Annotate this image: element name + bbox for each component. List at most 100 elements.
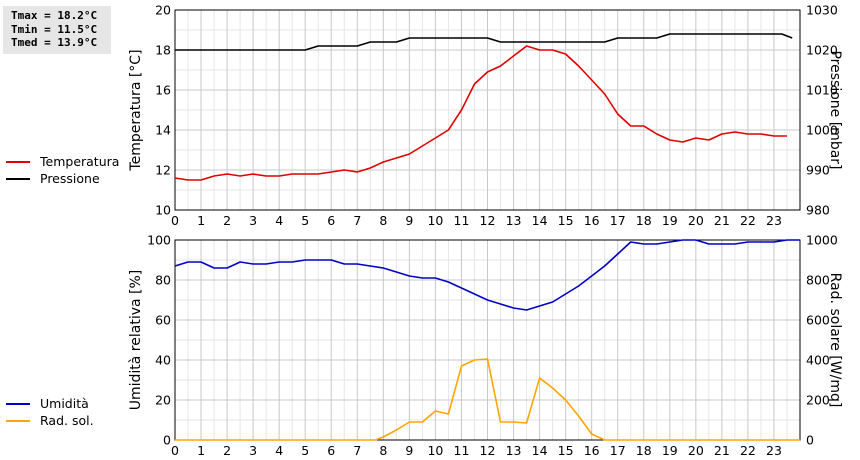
x-tick-label: 9 bbox=[405, 213, 413, 228]
legend-item-pressione: Pressione bbox=[6, 170, 119, 187]
y-right-tick-label: 1000 bbox=[806, 123, 838, 138]
x-tick-label: 3 bbox=[249, 443, 257, 458]
legend-label-umidita: Umidità bbox=[40, 396, 89, 411]
x-tick-label: 13 bbox=[506, 443, 522, 458]
legend-label-pressione: Pressione bbox=[40, 171, 100, 186]
x-tick-label: 1 bbox=[197, 213, 205, 228]
y-left-tick-label: 18 bbox=[155, 43, 171, 58]
y-right-tick-label: 990 bbox=[806, 163, 830, 178]
series-line-temperatura bbox=[174, 45, 787, 181]
legend-item-umidita: Umidità bbox=[6, 395, 94, 412]
x-tick-label: 11 bbox=[454, 213, 470, 228]
stats-box: Tmax = 18.2°C Tmin = 11.5°C Tmed = 13.9°… bbox=[3, 6, 111, 54]
x-tick-label: 8 bbox=[379, 443, 387, 458]
legend-swatch-temperatura bbox=[6, 160, 30, 163]
x-tick-label: 5 bbox=[301, 213, 309, 228]
x-tick-label: 12 bbox=[480, 213, 496, 228]
y-right-tick-label: 1000 bbox=[806, 233, 838, 248]
x-tick-label: 16 bbox=[584, 213, 600, 228]
y-left-axis-label: Temperatura [°C] bbox=[128, 49, 144, 171]
series-line-pressione bbox=[175, 33, 793, 51]
x-tick-label: 23 bbox=[766, 443, 782, 458]
x-tick-label: 7 bbox=[353, 443, 361, 458]
x-tick-label: 0 bbox=[171, 443, 179, 458]
x-tick-label: 7 bbox=[353, 213, 361, 228]
x-tick-label: 6 bbox=[327, 213, 335, 228]
legend-label-temperatura: Temperatura bbox=[40, 154, 120, 169]
x-tick-label: 20 bbox=[688, 213, 704, 228]
x-tick-label: 22 bbox=[740, 443, 756, 458]
x-tick-label: 4 bbox=[275, 213, 283, 228]
y-right-tick-label: 1010 bbox=[806, 83, 838, 98]
x-tick-label: 0 bbox=[171, 213, 179, 228]
y-right-tick-label: 1030 bbox=[806, 3, 838, 18]
x-tick-label: 1 bbox=[197, 443, 205, 458]
x-tick-label: 17 bbox=[610, 443, 626, 458]
x-tick-label: 16 bbox=[584, 443, 600, 458]
y-left-tick-label: 12 bbox=[155, 163, 171, 178]
x-tick-label: 19 bbox=[662, 443, 678, 458]
y-right-axis-label: Rad. solare [W/mq] bbox=[827, 273, 843, 408]
x-tick-label: 9 bbox=[405, 443, 413, 458]
y-right-tick-label: 1020 bbox=[806, 43, 838, 58]
y-right-tick-label: 400 bbox=[806, 353, 830, 368]
x-tick-label: 18 bbox=[636, 443, 652, 458]
y-left-tick-label: 0 bbox=[163, 433, 171, 448]
x-tick-label: 8 bbox=[379, 213, 387, 228]
legend-top: Temperatura Pressione bbox=[6, 153, 119, 187]
x-tick-label: 5 bbox=[301, 443, 309, 458]
x-tick-label: 11 bbox=[454, 443, 470, 458]
y-left-tick-label: 10 bbox=[155, 203, 171, 218]
x-tick-label: 21 bbox=[714, 443, 730, 458]
y-left-tick-label: 20 bbox=[155, 393, 171, 408]
y-left-tick-label: 80 bbox=[155, 273, 171, 288]
x-tick-label: 2 bbox=[223, 443, 231, 458]
legend-swatch-umidita bbox=[6, 402, 30, 405]
plot-frame-temp-pressure bbox=[174, 9, 801, 211]
tmed-text: Tmed = 13.9°C bbox=[11, 36, 98, 49]
y-right-tick-label: 600 bbox=[806, 313, 830, 328]
y-right-tick-label: 980 bbox=[806, 203, 830, 218]
legend-bottom: Umidità Rad. sol. bbox=[6, 395, 94, 429]
y-left-axis-label: Umidità relativa [%] bbox=[128, 270, 144, 411]
y-right-axis-label: Pressione [mbar] bbox=[827, 50, 843, 169]
legend-label-rad-sol: Rad. sol. bbox=[40, 413, 94, 428]
x-tick-label: 6 bbox=[327, 443, 335, 458]
legend-item-temperatura: Temperatura bbox=[6, 153, 119, 170]
tmax-text: Tmax = 18.2°C bbox=[11, 9, 98, 22]
y-left-tick-label: 100 bbox=[147, 233, 171, 248]
x-tick-label: 21 bbox=[714, 213, 730, 228]
x-tick-label: 15 bbox=[558, 213, 574, 228]
x-tick-label: 13 bbox=[506, 213, 522, 228]
series-line-rad-sol bbox=[175, 358, 800, 441]
x-tick-label: 20 bbox=[688, 443, 704, 458]
x-tick-label: 12 bbox=[480, 443, 496, 458]
x-tick-label: 2 bbox=[223, 213, 231, 228]
y-left-tick-label: 14 bbox=[155, 123, 171, 138]
x-tick-label: 14 bbox=[532, 443, 548, 458]
series-line-umidit bbox=[174, 239, 800, 311]
x-tick-label: 10 bbox=[427, 213, 443, 228]
x-tick-label: 14 bbox=[532, 213, 548, 228]
legend-item-rad-sol: Rad. sol. bbox=[6, 412, 94, 429]
x-tick-label: 3 bbox=[249, 213, 257, 228]
x-tick-label: 4 bbox=[275, 443, 283, 458]
y-left-tick-label: 40 bbox=[155, 353, 171, 368]
plot-frame-humidity-radiation bbox=[174, 239, 801, 441]
x-tick-label: 23 bbox=[766, 213, 782, 228]
y-left-tick-label: 16 bbox=[155, 83, 171, 98]
x-tick-label: 15 bbox=[558, 443, 574, 458]
x-tick-label: 10 bbox=[427, 443, 443, 458]
y-left-tick-label: 60 bbox=[155, 313, 171, 328]
y-left-tick-label: 20 bbox=[155, 3, 171, 18]
y-right-tick-label: 800 bbox=[806, 273, 830, 288]
x-tick-label: 22 bbox=[740, 213, 756, 228]
legend-swatch-pressione bbox=[6, 177, 30, 180]
x-tick-label: 18 bbox=[636, 213, 652, 228]
tmin-text: Tmin = 11.5°C bbox=[11, 22, 98, 36]
y-right-tick-label: 200 bbox=[806, 393, 830, 408]
x-tick-label: 19 bbox=[662, 213, 678, 228]
y-right-tick-label: 0 bbox=[806, 433, 814, 448]
legend-swatch-rad-sol bbox=[6, 419, 30, 422]
